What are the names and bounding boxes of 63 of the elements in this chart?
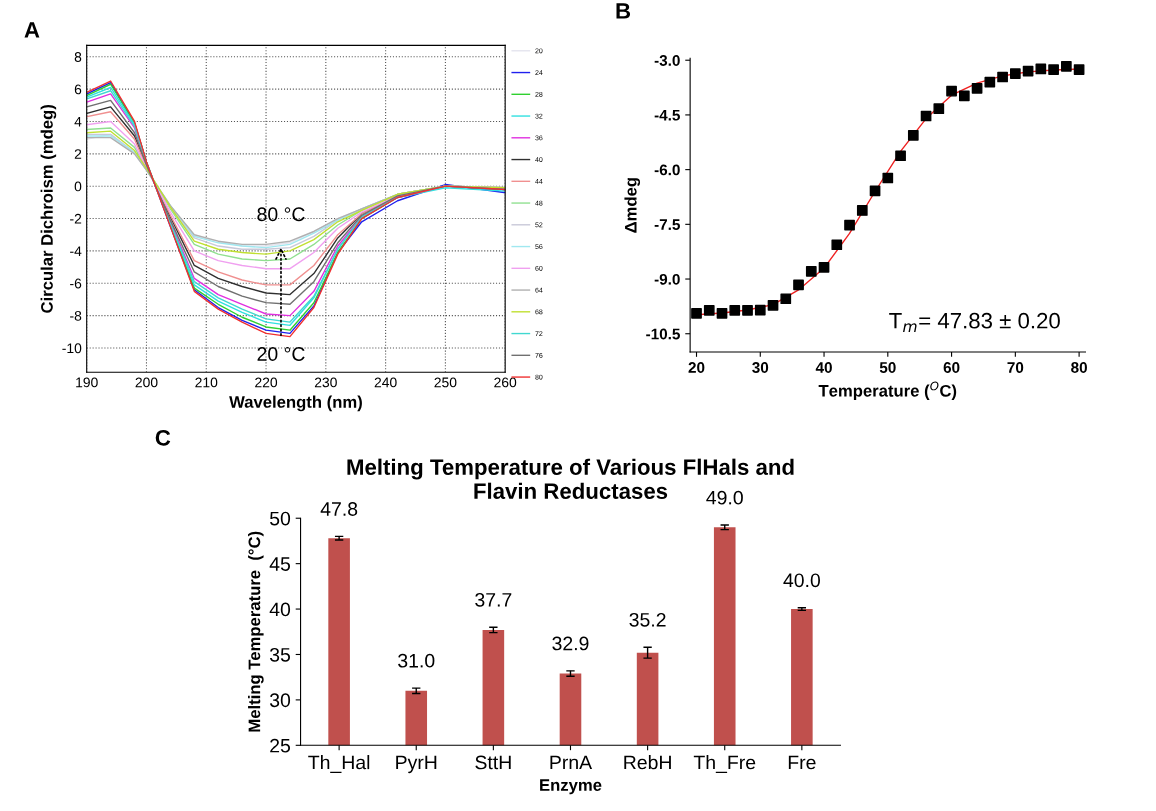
- x-tick-label: RebH: [624, 755, 671, 770]
- data-label: 35.2: [629, 612, 666, 627]
- y-tick-label: 45: [269, 557, 291, 571]
- data-label: 49.0: [706, 490, 743, 505]
- text: A: [24, 22, 40, 38]
- data-label: 31.0: [398, 653, 435, 668]
- y-tick-label: 30: [269, 693, 291, 708]
- data-label: 32.9: [552, 636, 589, 651]
- y-axis-title: Melting Temperature (°C): [248, 531, 264, 732]
- y-tick-label: -6: [70, 278, 82, 289]
- y-tick-label: -2: [70, 213, 82, 224]
- x-tick-label: 220: [255, 377, 278, 388]
- x-tick-label: 40: [815, 362, 832, 373]
- y-axis-title: Δmdeg: [624, 178, 641, 233]
- y-tick-label: 4: [74, 116, 82, 127]
- x-tick-label: 80: [1071, 362, 1087, 373]
- data-label: 47.8: [320, 502, 358, 516]
- y-tick-label: 8: [74, 52, 82, 62]
- x-tick-label: Th_Fre: [693, 755, 756, 773]
- y-tick-label: -10.5: [646, 328, 680, 340]
- text: C: [155, 429, 171, 446]
- x-tick-label: 70: [1007, 362, 1024, 373]
- y-tick-label: -9.0: [654, 273, 680, 285]
- y-tick-label: 2: [74, 149, 82, 159]
- annotation: 80 °C: [257, 207, 305, 222]
- annotation: 20 °C: [257, 347, 305, 361]
- text: B: [616, 3, 631, 19]
- y-axis-title: Circular Dichroism (mdeg): [40, 105, 57, 313]
- x-tick-label: PyrH: [396, 755, 437, 774]
- y-tick-label: 50: [269, 511, 291, 526]
- x-tick-label: PrnA: [550, 755, 593, 770]
- x-tick-label: 30: [752, 362, 769, 373]
- x-tick-label: SttH: [475, 755, 511, 770]
- y-tick-label: -10: [62, 343, 82, 354]
- y-tick-label: 6: [74, 84, 82, 95]
- y-tick-label: -3.0: [654, 55, 680, 66]
- x-tick-label: 50: [879, 362, 896, 373]
- x-tick-label: 250: [434, 377, 457, 388]
- y-tick-label: 40: [269, 602, 291, 617]
- x-tick-label: 60: [943, 362, 960, 373]
- x-tick-label: Th_Hal: [308, 755, 370, 773]
- x-tick-label: Fre: [788, 755, 816, 770]
- data-label: 37.7: [475, 592, 512, 607]
- x-tick-label: 210: [195, 377, 218, 388]
- x-tick-label: 260: [494, 377, 517, 388]
- x-axis-title: Wavelength (nm): [229, 395, 362, 412]
- annotation: T$_{m}$= 47.83 ± 0.20: [889, 312, 1060, 332]
- y-tick-label: -4.5: [654, 109, 680, 121]
- x-tick-label: 200: [135, 377, 158, 388]
- x-tick-label: 230: [314, 377, 337, 388]
- x-tick-label: 190: [76, 377, 98, 388]
- data-label: 40.0: [783, 573, 821, 588]
- y-tick-label: 35: [269, 647, 291, 662]
- y-tick-label: 25: [270, 738, 291, 753]
- y-tick-label: -4: [70, 246, 82, 256]
- x-axis-title: Enzyme: [540, 779, 602, 795]
- y-tick-label: -7.5: [654, 219, 680, 231]
- x-axis-title: Temperature ($^{O}$C): [818, 381, 957, 400]
- x-tick-label: 240: [374, 377, 397, 388]
- x-tick-label: 20: [688, 362, 705, 373]
- y-tick-label: -6.0: [654, 164, 680, 176]
- y-tick-label: -8: [70, 310, 82, 321]
- y-tick-label: 0: [74, 181, 82, 192]
